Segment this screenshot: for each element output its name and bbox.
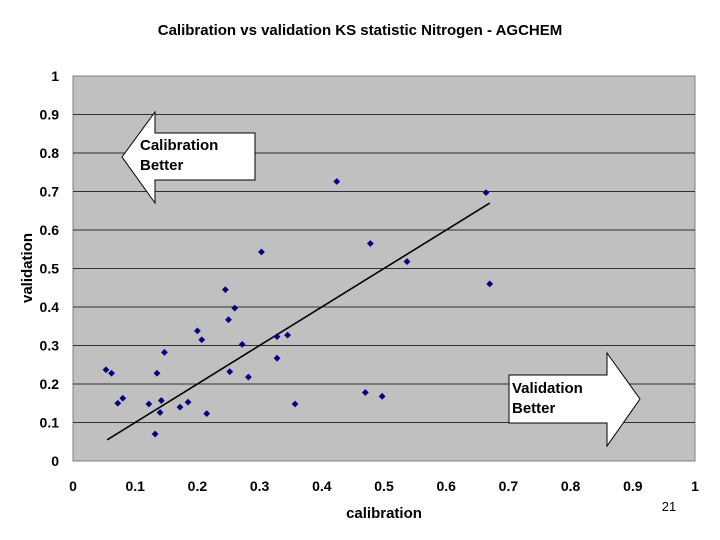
y-tick-label: 0	[51, 453, 59, 469]
data-point	[291, 400, 299, 408]
y-tick-label: 0.9	[40, 107, 60, 123]
data-point	[156, 409, 164, 416]
callout-calibration-line2: Better	[140, 157, 184, 174]
data-point	[333, 178, 341, 185]
x-tick-label: 0.8	[561, 478, 581, 494]
y-tick-label: 0.6	[40, 222, 60, 238]
x-tick-label: 0.6	[436, 478, 456, 494]
x-tick-label: 0.2	[188, 478, 208, 494]
trendline	[106, 202, 491, 441]
y-tick-label: 0.4	[40, 299, 60, 315]
callout-validation-line2: Better	[512, 400, 556, 417]
data-point	[258, 248, 265, 256]
data-point	[486, 280, 494, 288]
x-tick-label: 1	[691, 478, 699, 494]
x-axis-ticks: 0 0.1 0.2 0.3 0.4 0.5 0.6 0.7 0.8 0.9 1	[69, 478, 699, 494]
y-tick-label: 0.5	[40, 261, 60, 277]
data-point	[273, 333, 281, 341]
x-tick-label: 0.4	[312, 478, 332, 494]
y-axis-ticks: 0 0.1 0.2 0.3 0.4 0.5 0.6 0.7 0.8 0.9 1	[40, 68, 60, 469]
x-tick-label: 0.3	[250, 478, 270, 494]
data-point	[151, 430, 159, 438]
y-tick-label: 0.3	[40, 338, 60, 354]
callout-calibration-better: Calibration Better	[121, 110, 256, 205]
data-point	[108, 369, 115, 377]
data-point	[157, 397, 165, 404]
data-point	[273, 354, 281, 362]
data-point	[153, 369, 161, 377]
y-tick-label: 0.2	[40, 376, 60, 392]
data-point	[145, 400, 153, 408]
x-tick-label: 0.9	[623, 478, 643, 494]
data-point	[403, 258, 411, 265]
data-point	[245, 373, 252, 381]
data-point	[221, 286, 229, 294]
y-tick-label: 0.1	[40, 415, 60, 431]
data-point	[119, 394, 127, 402]
data-point	[225, 316, 232, 324]
data-point	[238, 340, 246, 348]
x-tick-label: 0.1	[125, 478, 145, 494]
x-tick-label: 0.5	[374, 478, 394, 494]
data-point	[226, 368, 234, 376]
data-point	[366, 240, 374, 247]
chart-title: Calibration vs validation KS statistic N…	[158, 22, 563, 39]
x-tick-label: 0.7	[499, 478, 519, 494]
callout-validation-better: Validation Better	[508, 351, 641, 448]
x-tick-label: 0	[69, 478, 77, 494]
right-arrow-icon	[508, 351, 641, 448]
data-point	[378, 392, 386, 400]
x-axis-label: calibration	[346, 505, 422, 522]
y-axis-label: validation	[19, 233, 36, 303]
data-point	[361, 389, 369, 396]
data-point	[284, 331, 291, 339]
y-tick-label: 1	[51, 68, 59, 84]
data-point	[161, 349, 168, 356]
data-point	[198, 336, 206, 344]
data-points	[102, 178, 494, 438]
page-number: 21	[662, 499, 676, 514]
callout-calibration-line1: Calibration	[140, 137, 218, 154]
left-arrow-icon	[121, 110, 256, 205]
y-tick-label: 0.7	[40, 184, 60, 200]
data-point	[114, 399, 122, 407]
data-point	[203, 410, 211, 418]
data-point	[102, 366, 110, 374]
data-point	[176, 403, 184, 411]
data-point	[184, 398, 192, 406]
data-point	[231, 304, 239, 312]
data-point	[482, 189, 490, 197]
callout-validation-line1: Validation	[512, 380, 583, 397]
data-point	[194, 327, 201, 335]
y-tick-label: 0.8	[40, 145, 60, 161]
